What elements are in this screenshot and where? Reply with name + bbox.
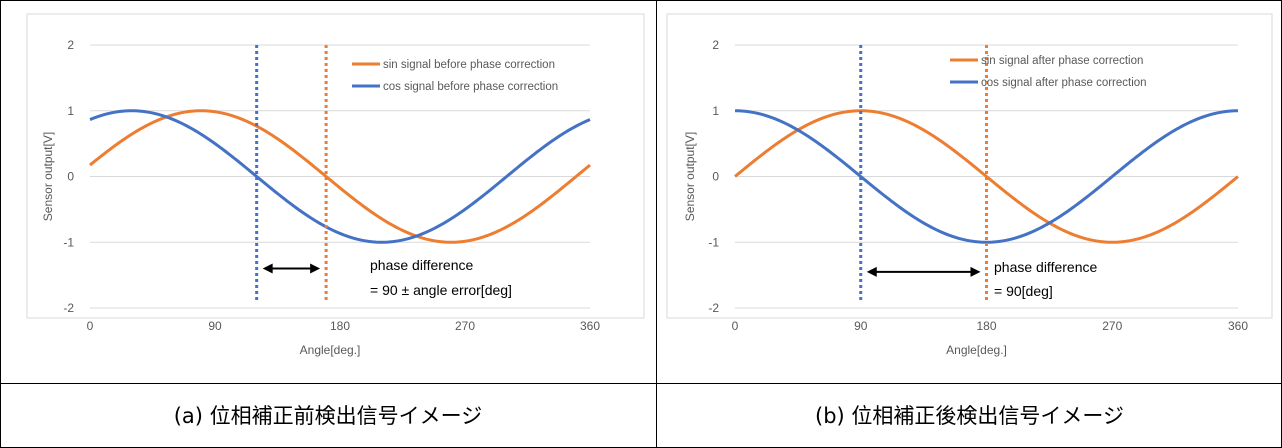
y-axis-label: Sensor output[V] [683, 132, 697, 221]
x-tick-label: 180 [330, 319, 350, 333]
y-axis-label: Sensor output[V] [41, 132, 55, 221]
annotation-arrowhead-left [866, 266, 877, 277]
y-tick-label: -1 [63, 235, 74, 249]
legend-label-sin: sin signal before phase correction [383, 59, 555, 71]
x-axis-label: Angle[deg.] [300, 343, 361, 357]
y-tick-label: -2 [708, 301, 719, 315]
x-axis-label: Angle[deg.] [946, 343, 1007, 357]
legend-label-cos: cos signal before phase correction [383, 81, 558, 93]
annotation-text-line2: = 90[deg] [994, 283, 1053, 299]
x-tick-label: 90 [854, 319, 868, 333]
series-line-sin [89, 109, 591, 244]
legend-label-cos: cos signal after phase correction [981, 77, 1147, 89]
annotation-arrowhead-right [310, 263, 321, 274]
series-line-cos [89, 109, 591, 244]
series-line-sin [734, 109, 1239, 244]
y-tick-label: 2 [712, 38, 719, 52]
annotation-text-line2: = 90 ± angle error[deg] [370, 282, 512, 298]
chart-area-a [26, 13, 645, 319]
chart-svg-a: 2 1 0 -1 -2 0 90 180 270 360 Angle[deg.] Sensor out… [26, 13, 645, 357]
annotation-arrowhead-right [970, 266, 981, 277]
series-line-cos [734, 109, 1239, 244]
x-tick-label: 360 [580, 319, 600, 333]
chart-svg-b: 2 1 0 -1 -2 0 90 180 270 360 Angle[deg.] Sensor out… [666, 13, 1273, 357]
caption-a: (a) 位相補正前検出信号イメージ [173, 404, 483, 428]
y-tick-label: -1 [708, 235, 719, 249]
y-tick-label: 1 [712, 104, 719, 118]
y-tick-label: -2 [63, 301, 74, 315]
y-tick-label: 2 [67, 38, 74, 52]
x-tick-label: 180 [976, 319, 996, 333]
x-tick-label: 270 [1102, 319, 1122, 333]
x-tick-label: 0 [732, 319, 739, 333]
x-tick-label: 360 [1228, 319, 1248, 333]
chart-panel-b: 2 1 0 -1 -2 0 90 180 270 360 Angle[deg.] Sensor out… [657, 0, 1282, 383]
y-tick-label: 1 [67, 104, 74, 118]
panel-divider [656, 0, 657, 448]
legend-label-sin: sin signal after phase correction [981, 55, 1143, 67]
chart-panel-a: 2 1 0 -1 -2 0 90 180 270 360 Angle[deg.] Sensor out… [0, 0, 656, 383]
annotation-text-line1: phase difference [994, 259, 1097, 275]
x-tick-label: 90 [208, 319, 222, 333]
annotation-arrowhead-left [262, 263, 273, 274]
chart-area-b [666, 13, 1273, 319]
y-tick-label: 0 [712, 170, 719, 184]
caption-b: (b) 位相補正後検出信号イメージ [815, 404, 1124, 428]
x-tick-label: 0 [87, 319, 94, 333]
x-tick-label: 270 [455, 319, 475, 333]
caption-divider [0, 383, 1282, 384]
y-tick-label: 0 [67, 170, 74, 184]
annotation-text-line1: phase difference [370, 257, 473, 273]
